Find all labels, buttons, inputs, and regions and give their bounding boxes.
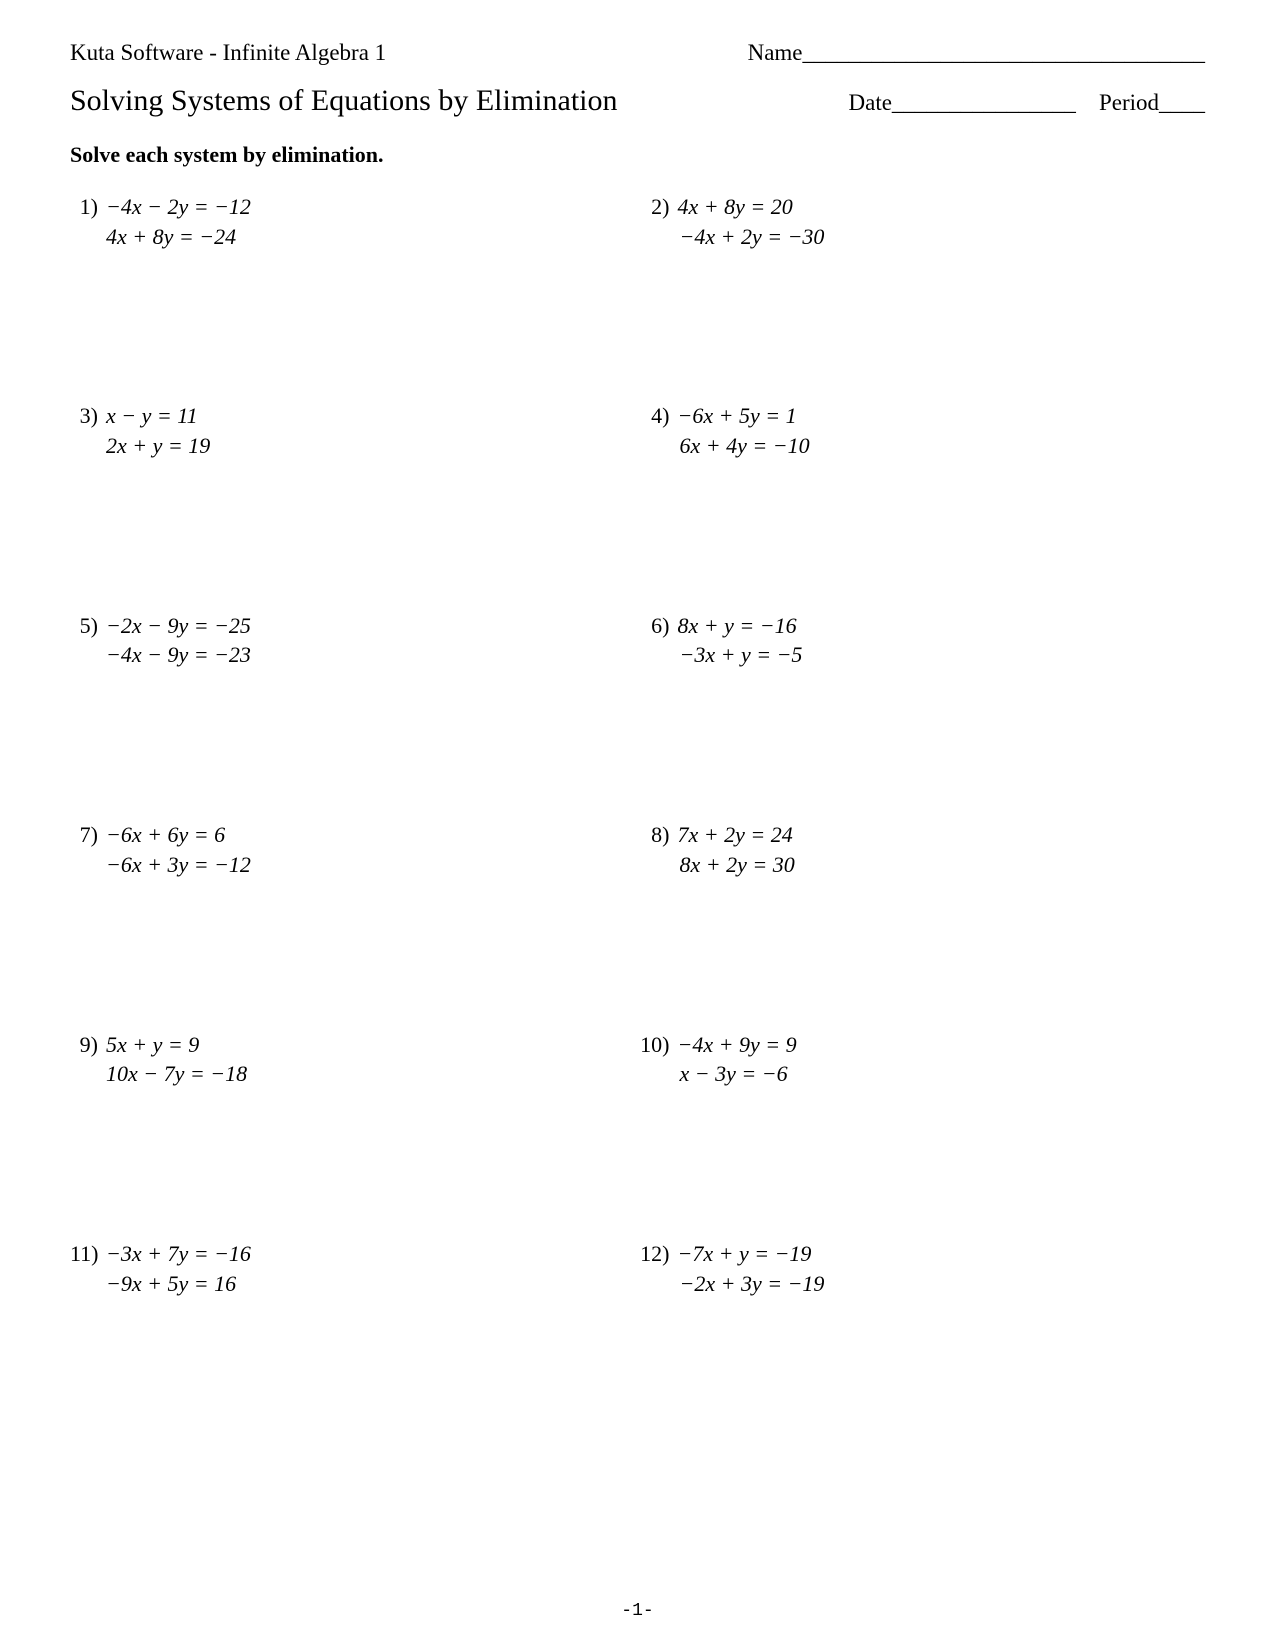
worksheet-title: Solving Systems of Equations by Eliminat… (70, 84, 618, 118)
equation-2: 8x + 2y = 30 (638, 850, 1206, 880)
problem-number: 7) (70, 820, 106, 850)
equation-1: 4x + 8y = 20 (678, 194, 793, 219)
problem-number: 1) (70, 192, 106, 222)
problem-number: 8) (638, 820, 678, 850)
name-field[interactable]: Name___________________________________ (748, 40, 1205, 66)
equation-1: −2x − 9y = −25 (106, 613, 251, 638)
problem-4: 4)−6x + 5y = 1 6x + 4y = −10 (638, 401, 1206, 460)
equation-1: −4x − 2y = −12 (106, 194, 251, 219)
equation-1: 8x + y = −16 (678, 613, 797, 638)
equation-2: 10x − 7y = −18 (70, 1059, 638, 1089)
problem-10: 10)−4x + 9y = 9 x − 3y = −6 (638, 1030, 1206, 1089)
problem-6: 6)8x + y = −16 −3x + y = −5 (638, 611, 1206, 670)
problem-number: 10) (638, 1030, 678, 1060)
problem-3: 3)x − y = 11 2x + y = 19 (70, 401, 638, 460)
equation-1: −4x + 9y = 9 (678, 1032, 797, 1057)
title-row: Solving Systems of Equations by Eliminat… (70, 84, 1205, 118)
problem-number: 5) (70, 611, 106, 641)
instruction-text: Solve each system by elimination. (70, 142, 1205, 168)
equation-2: 2x + y = 19 (70, 431, 638, 461)
equation-2: −9x + 5y = 16 (70, 1269, 638, 1299)
problem-2: 2)4x + 8y = 20 −4x + 2y = −30 (638, 192, 1206, 251)
problem-number: 11) (70, 1239, 106, 1269)
equation-1: 5x + y = 9 (106, 1032, 199, 1057)
equation-1: −7x + y = −19 (678, 1241, 812, 1266)
problem-number: 2) (638, 192, 678, 222)
problem-11: 11)−3x + 7y = −16 −9x + 5y = 16 (70, 1239, 638, 1298)
equation-1: −6x + 6y = 6 (106, 822, 225, 847)
problem-1: 1)−4x − 2y = −12 4x + 8y = −24 (70, 192, 638, 251)
equation-2: −2x + 3y = −19 (638, 1269, 1206, 1299)
header-row: Kuta Software - Infinite Algebra 1 Name_… (70, 40, 1205, 66)
problem-12: 12)−7x + y = −19 −2x + 3y = −19 (638, 1239, 1206, 1298)
software-name: Kuta Software - Infinite Algebra 1 (70, 40, 386, 66)
problem-number: 9) (70, 1030, 106, 1060)
date-period-fields: Date________________ Period____ (849, 90, 1205, 116)
problem-7: 7)−6x + 6y = 6 −6x + 3y = −12 (70, 820, 638, 879)
date-field[interactable]: Date________________ (849, 90, 1076, 115)
equation-2: −4x + 2y = −30 (638, 222, 1206, 252)
equation-1: x − y = 11 (106, 403, 198, 428)
equation-1: −3x + 7y = −16 (106, 1241, 251, 1266)
problem-8: 8)7x + 2y = 24 8x + 2y = 30 (638, 820, 1206, 879)
problem-9: 9)5x + y = 9 10x − 7y = −18 (70, 1030, 638, 1089)
page-number: -1- (621, 1601, 653, 1621)
problems-grid: 1)−4x − 2y = −12 4x + 8y = −24 2)4x + 8y… (70, 192, 1205, 1298)
problem-5: 5)−2x − 9y = −25 −4x − 9y = −23 (70, 611, 638, 670)
problem-number: 12) (638, 1239, 678, 1269)
equation-1: −6x + 5y = 1 (678, 403, 797, 428)
equation-1: 7x + 2y = 24 (678, 822, 793, 847)
equation-2: −3x + y = −5 (638, 640, 1206, 670)
problem-number: 4) (638, 401, 678, 431)
equation-2: −6x + 3y = −12 (70, 850, 638, 880)
period-field[interactable]: Period____ (1099, 90, 1205, 115)
equation-2: 4x + 8y = −24 (70, 222, 638, 252)
problem-number: 6) (638, 611, 678, 641)
equation-2: 6x + 4y = −10 (638, 431, 1206, 461)
equation-2: x − 3y = −6 (638, 1059, 1206, 1089)
problem-number: 3) (70, 401, 106, 431)
equation-2: −4x − 9y = −23 (70, 640, 638, 670)
